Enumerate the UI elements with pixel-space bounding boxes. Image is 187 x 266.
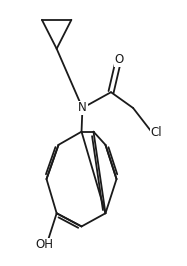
Text: Cl: Cl — [150, 127, 162, 139]
Text: O: O — [115, 53, 124, 66]
Text: N: N — [78, 102, 87, 114]
Text: OH: OH — [36, 238, 54, 251]
